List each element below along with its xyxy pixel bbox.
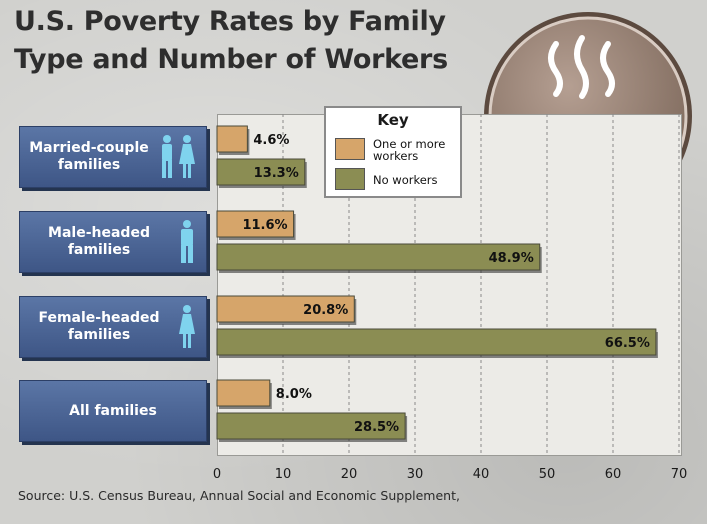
category-label-all-families: All families bbox=[19, 380, 207, 442]
x-tick-label: 70 bbox=[671, 467, 688, 482]
bar bbox=[216, 158, 306, 186]
man-icon bbox=[178, 219, 196, 265]
x-tick-label: 20 bbox=[341, 467, 358, 482]
bar bbox=[216, 379, 271, 407]
chart-title-line-2: Type and Number of Workers bbox=[14, 44, 448, 75]
data-label: 28.5% bbox=[354, 420, 399, 435]
man-woman-icon bbox=[158, 134, 196, 180]
bar bbox=[216, 210, 295, 238]
legend-label-no-workers: No workers bbox=[373, 173, 438, 187]
legend: Key One or more workers No workers bbox=[324, 106, 462, 198]
x-tick-label: 10 bbox=[275, 467, 292, 482]
category-label-female-headed: Female-headed families bbox=[19, 296, 207, 358]
source-note: Source: U.S. Census Bureau, Annual Socia… bbox=[18, 488, 460, 503]
legend-label-workers: One or more workers bbox=[373, 137, 446, 163]
data-label: 20.8% bbox=[303, 303, 348, 318]
data-label: 48.9% bbox=[489, 251, 534, 266]
chart-title-line-1: U.S. Poverty Rates by Family bbox=[14, 6, 446, 37]
bar bbox=[216, 243, 541, 271]
legend-title: Key bbox=[377, 111, 409, 129]
bar bbox=[216, 412, 406, 440]
bar bbox=[216, 295, 355, 323]
x-tick-label: 40 bbox=[473, 467, 490, 482]
legend-swatch-no-workers bbox=[335, 168, 365, 190]
data-label: 4.6% bbox=[253, 133, 289, 148]
x-tick-label: 0 bbox=[213, 467, 221, 482]
x-tick-label: 30 bbox=[407, 467, 424, 482]
category-label-male-headed: Male-headed families bbox=[19, 211, 207, 273]
category-label-married-couple: Married-couple families bbox=[19, 126, 207, 188]
x-tick-label: 50 bbox=[539, 467, 556, 482]
bar bbox=[216, 328, 657, 356]
legend-swatch-workers bbox=[335, 138, 365, 160]
woman-icon bbox=[178, 304, 196, 350]
x-tick-label: 60 bbox=[605, 467, 622, 482]
data-label: 66.5% bbox=[605, 336, 650, 351]
data-label: 11.6% bbox=[242, 218, 287, 233]
bar bbox=[216, 125, 248, 153]
data-label: 13.3% bbox=[254, 166, 299, 181]
data-label: 8.0% bbox=[276, 387, 312, 402]
